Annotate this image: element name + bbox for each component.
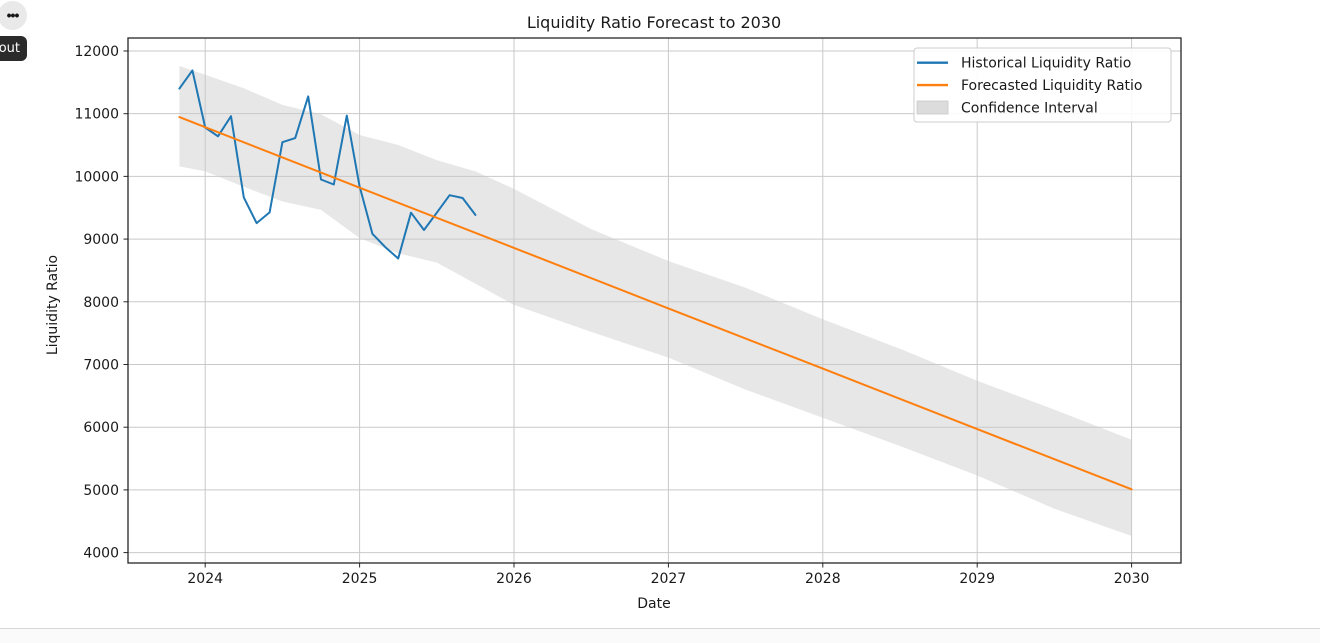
more-options-button[interactable]: ••• <box>0 1 27 30</box>
legend-label: Confidence Interval <box>961 101 1098 117</box>
tooltip-badge: out <box>0 36 27 61</box>
legend-box <box>913 47 1172 123</box>
x-tick-label: 2027 <box>651 571 687 587</box>
y-tick-label: 9000 <box>83 232 119 248</box>
y-tick-label: 10000 <box>74 169 119 185</box>
ellipsis-icon: ••• <box>6 6 20 23</box>
bottom-divider <box>0 628 1320 643</box>
historical-line <box>178 69 477 260</box>
y-tick-label: 6000 <box>83 420 119 436</box>
y-axis-label: Liquidity Ratio <box>45 255 61 355</box>
x-tick-label: 2030 <box>1114 571 1150 587</box>
legend-item: Forecasted Liquidity Ratio <box>917 78 1142 94</box>
y-tick-label: 11000 <box>74 107 119 123</box>
legend-label: Forecasted Liquidity Ratio <box>961 78 1142 94</box>
y-tick-label: 12000 <box>74 44 119 60</box>
x-tick-label: 2024 <box>187 571 223 587</box>
confidence-interval-band <box>179 66 1132 536</box>
legend-swatch-patch <box>916 100 949 115</box>
forecast-line <box>178 116 1133 491</box>
x-tick-label: 2025 <box>342 571 378 587</box>
y-tick-label: 8000 <box>83 295 119 311</box>
x-axis-label: Date <box>637 596 670 612</box>
legend-label: Historical Liquidity Ratio <box>961 56 1131 72</box>
x-tick-label: 2028 <box>805 571 841 587</box>
x-tick-label: 2026 <box>496 571 532 587</box>
liquidity-forecast-chart: 2024 2025 2026 2027 2028 2029 2030 4000 5000 6000… <box>45 13 1182 612</box>
chart-title: Liquidity Ratio Forecast to 2030 <box>527 13 781 32</box>
y-tick-label: 5000 <box>83 483 119 499</box>
x-tick-label: 2029 <box>959 571 995 587</box>
y-tick-label: 7000 <box>83 357 119 373</box>
legend-item: Confidence Interval <box>916 100 1098 117</box>
plot-frame <box>127 37 1182 564</box>
y-tick-label: 4000 <box>83 546 119 562</box>
legend-item: Historical Liquidity Ratio <box>917 56 1131 72</box>
chart-area: 2024 2025 2026 2027 2028 2029 2030 4000 5000 6000… <box>45 13 1182 612</box>
